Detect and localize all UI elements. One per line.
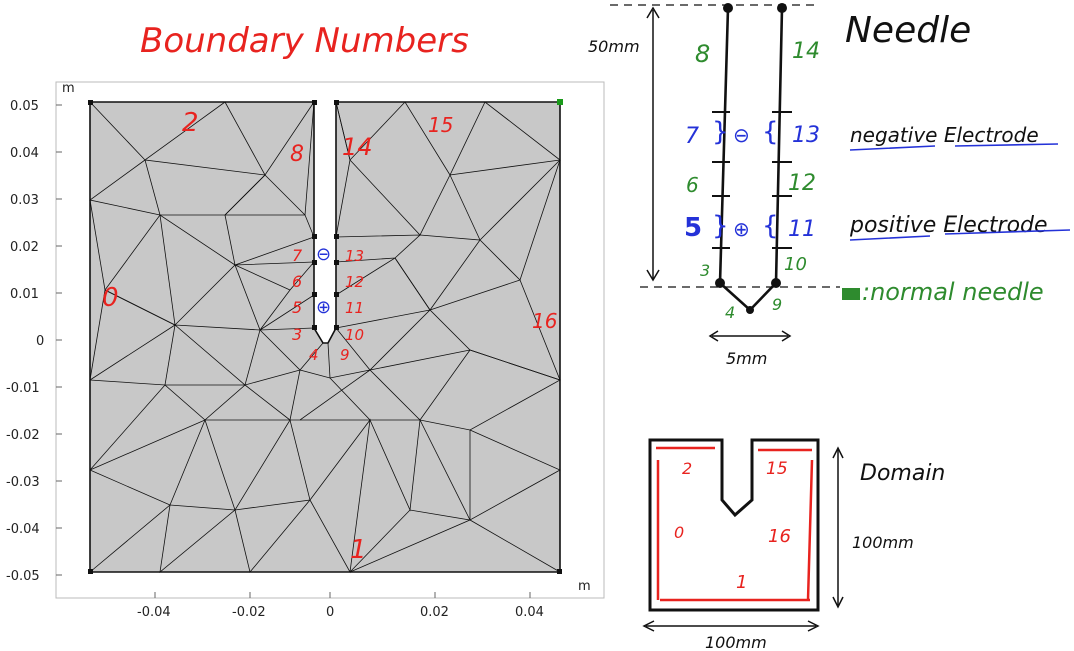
- needle-brace: }: [712, 211, 729, 241]
- domain-label: 15: [766, 459, 788, 479]
- domain-title: Domain: [860, 461, 945, 486]
- domain-sketch: 2 15 0 16 1 Domain 100mm 100mm: [642, 438, 945, 651]
- y-tick: -0.03: [6, 475, 40, 490]
- y-tick: 0: [36, 334, 44, 349]
- y-tick: -0.05: [6, 569, 40, 584]
- needle-label-left: 3: [700, 261, 710, 280]
- needle-brace: }: [712, 117, 729, 147]
- domain-label: 2: [682, 459, 692, 478]
- domain-label: 16: [768, 526, 791, 547]
- boundary-vertices: [88, 100, 562, 574]
- y-tick: 0.04: [10, 146, 39, 161]
- boundary-label: 2: [182, 108, 199, 138]
- needle-label-right: 12: [788, 171, 816, 196]
- domain-label: 0: [674, 523, 684, 542]
- x-tick: -0.02: [232, 605, 266, 620]
- domain-width: 100mm: [705, 633, 767, 651]
- domain-height: 100mm: [852, 533, 914, 552]
- boundary-label: 14: [342, 133, 373, 161]
- boundary-label: 4: [309, 346, 319, 364]
- boundary-label: 1: [350, 535, 367, 565]
- needle-length: 50mm: [588, 37, 640, 56]
- boundary-label: 16: [532, 309, 557, 333]
- x-tick: 0.04: [515, 605, 544, 620]
- y-tick: 0.03: [10, 193, 39, 208]
- diagram-title: Boundary Numbers: [140, 21, 469, 61]
- needle-sketch: Needle 50mm 8 7 6 5 3 14 13 12 11 10 4 9…: [588, 3, 1071, 368]
- positive-electrode-mark: ⊕: [316, 297, 331, 318]
- x-tick-labels: -0.04 -0.02 0 0.02 0.04: [137, 605, 544, 620]
- y-tick: 0.01: [10, 287, 39, 302]
- mesh-edges: [89, 101, 561, 574]
- needle-label-left: 8: [695, 40, 710, 68]
- boundary-label: 5: [292, 298, 302, 317]
- y-tick: 0.02: [10, 240, 39, 255]
- y-tick-labels: 0.05 0.04 0.03 0.02 0.01 0 -0.01 -0.02 -…: [6, 99, 44, 584]
- needle-label-right: 11: [788, 217, 816, 242]
- needle-negative-mark: ⊖: [733, 123, 750, 147]
- y-tick: -0.04: [6, 522, 40, 537]
- x-tick: 0.02: [420, 605, 449, 620]
- needle-positive-mark: ⊕: [733, 217, 750, 241]
- needle-brace: {: [762, 211, 779, 241]
- needle-label-right: 13: [792, 123, 820, 148]
- needle-title: Needle: [845, 10, 971, 51]
- boundary-label: 9: [340, 346, 350, 364]
- boundary-label: 12: [345, 273, 364, 291]
- boundary-label: 3: [292, 325, 302, 344]
- boundary-label: 0: [102, 283, 119, 313]
- y-unit: m: [62, 81, 75, 96]
- vertex-highlight: [557, 99, 563, 105]
- domain-label: 1: [736, 572, 747, 593]
- boundary-label: 7: [292, 246, 303, 265]
- needle-brace: {: [762, 117, 779, 147]
- y-tick: -0.01: [6, 381, 40, 396]
- boundary-label: 15: [428, 113, 453, 137]
- needle-width: 5mm: [726, 349, 767, 368]
- boundary-label: 13: [345, 247, 364, 265]
- y-tick: 0.05: [10, 99, 39, 114]
- needle-label-left: 5: [684, 213, 702, 243]
- boundary-label: 8: [290, 142, 304, 167]
- normal-needle-swatch: [842, 288, 860, 300]
- boundary-label: 11: [345, 299, 364, 317]
- needle-label-bottom: 9: [772, 295, 782, 314]
- needle-label-left: 7: [685, 124, 699, 149]
- needle-label-left: 6: [686, 173, 699, 197]
- needle-label-right: 14: [792, 39, 820, 64]
- needle-label-right: 10: [784, 254, 807, 275]
- y-tick: -0.02: [6, 428, 40, 443]
- normal-needle-label: :normal needle: [862, 278, 1044, 306]
- needle-label-bottom: 4: [725, 303, 735, 322]
- x-tick: 0: [326, 605, 334, 620]
- boundary-label: 6: [292, 272, 302, 291]
- mesh-boundary-labels: 2 8 14 15 0 16 1 7 6 5 3 4 9 10 11 12 13…: [102, 108, 557, 565]
- negative-electrode-mark: ⊖: [316, 244, 331, 265]
- boundary-label: 10: [345, 326, 364, 344]
- x-unit: m: [578, 579, 591, 594]
- x-tick: -0.04: [137, 605, 171, 620]
- negative-electrode-label: negative Electrode: [850, 123, 1039, 147]
